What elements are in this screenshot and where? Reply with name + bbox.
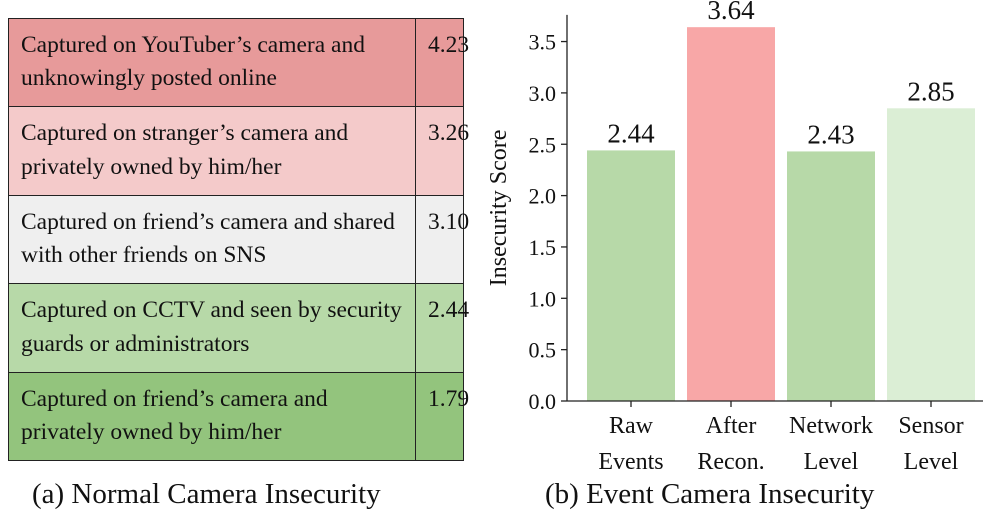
insecurity-table-body: Captured on YouTuber’s camera and unknow… [8, 17, 469, 462]
y-tick-label: 3.5 [529, 30, 557, 55]
bar [787, 151, 875, 401]
y-tick-label: 1.5 [529, 235, 557, 260]
row-description: Captured on friend’s camera and privatel… [8, 371, 416, 462]
bar [687, 27, 775, 402]
table-row: Captured on friend’s camera and privatel… [8, 371, 469, 462]
x-tick-label: Sensor [898, 413, 963, 439]
x-tick-label: Level [804, 449, 859, 475]
event-camera-bar-chart: 0.0 0.5 1.0 1.5 2.0 2.5 3.0 3.5 Insecurity Score… [486, 0, 983, 475]
table-caption: (a) Normal Camera Insecurity [32, 478, 381, 510]
row-description: Captured on CCTV and seen by security gu… [8, 283, 416, 373]
row-score: 1.79 [415, 371, 469, 462]
x-tick-label: Level [904, 449, 959, 475]
y-tick-label: 3.0 [529, 81, 557, 106]
x-tick-label: Recon. [697, 449, 764, 475]
x-tick-label: Events [598, 449, 663, 475]
row-description: Captured on stranger’s camera and privat… [8, 106, 416, 196]
bar-value-label: 3.64 [707, 0, 755, 25]
y-tick-label: 1.0 [529, 286, 557, 311]
bar-value-label: 2.44 [607, 118, 655, 148]
row-description: Captured on friend’s camera and shared w… [8, 194, 416, 285]
row-score: 3.26 [415, 106, 469, 196]
y-axis-label: Insecurity Score [486, 130, 512, 287]
chart-caption: (b) Event Camera Insecurity [545, 478, 875, 510]
x-tick-label: After [706, 413, 757, 439]
x-tick-label: Network [789, 413, 873, 439]
bar [887, 108, 975, 402]
bar-value-label: 2.43 [807, 119, 854, 149]
row-description: Captured on YouTuber’s camera and unknow… [8, 17, 416, 108]
row-score: 4.23 [415, 17, 469, 108]
x-tick-label: Raw [609, 413, 654, 439]
row-score: 3.10 [415, 194, 469, 285]
y-tick-label: 0.0 [529, 389, 557, 414]
y-tick-label: 0.5 [529, 338, 557, 363]
table-row: Captured on YouTuber’s camera and unknow… [8, 17, 469, 108]
table-row: Captured on stranger’s camera and privat… [8, 106, 469, 196]
y-tick-label: 2.5 [529, 132, 557, 157]
table-row: Captured on CCTV and seen by security gu… [8, 283, 469, 373]
bar [587, 150, 675, 401]
insecurity-table: Captured on YouTuber’s camera and unknow… [8, 17, 469, 462]
row-score: 2.44 [415, 283, 469, 373]
y-tick-label: 2.0 [529, 184, 557, 209]
table-row: Captured on friend’s camera and shared w… [8, 194, 469, 285]
bar-value-label: 2.85 [907, 76, 954, 106]
